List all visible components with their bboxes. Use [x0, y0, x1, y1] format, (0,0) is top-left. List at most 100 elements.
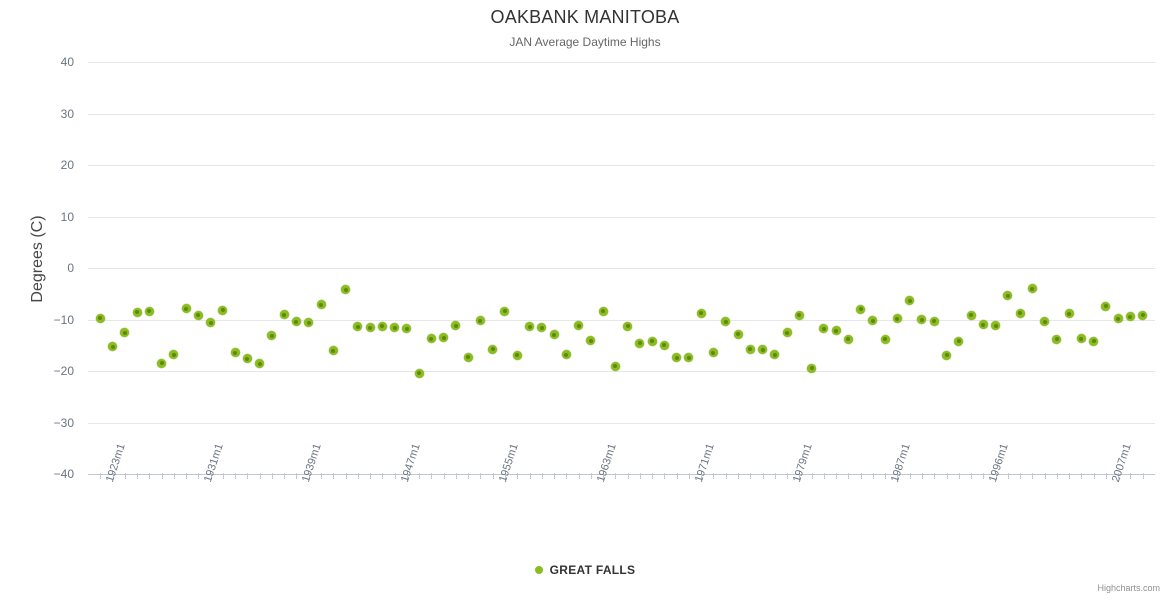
x-axis-tick — [125, 473, 126, 479]
scatter-point[interactable] — [782, 328, 792, 338]
scatter-point[interactable] — [868, 316, 878, 326]
scatter-point[interactable] — [856, 304, 866, 314]
scatter-point[interactable] — [279, 310, 289, 320]
x-axis-tick — [198, 473, 199, 479]
scatter-point[interactable] — [794, 310, 804, 320]
scatter-point[interactable] — [978, 320, 988, 330]
scatter-point[interactable] — [426, 334, 436, 344]
scatter-point[interactable] — [120, 328, 130, 338]
scatter-point[interactable] — [586, 336, 596, 346]
scatter-point[interactable] — [328, 346, 338, 356]
scatter-point[interactable] — [316, 300, 326, 310]
scatter-point[interactable] — [439, 333, 449, 343]
scatter-point[interactable] — [1003, 291, 1013, 301]
scatter-point[interactable] — [132, 307, 142, 317]
scatter-point[interactable] — [954, 336, 964, 346]
scatter-point[interactable] — [206, 318, 216, 328]
scatter-point[interactable] — [291, 317, 301, 327]
scatter-point[interactable] — [549, 330, 559, 340]
scatter-point[interactable] — [537, 323, 547, 333]
x-axis-tick — [1094, 473, 1095, 479]
scatter-point[interactable] — [218, 305, 228, 315]
scatter-point[interactable] — [721, 317, 731, 327]
scatter-point[interactable] — [623, 321, 633, 331]
scatter-point[interactable] — [708, 348, 718, 358]
scatter-point[interactable] — [880, 334, 890, 344]
scatter-point[interactable] — [966, 310, 976, 320]
scatter-point[interactable] — [758, 345, 768, 355]
x-axis-tick — [689, 473, 690, 479]
scatter-point[interactable] — [819, 324, 829, 334]
scatter-point[interactable] — [770, 350, 780, 360]
scatter-point[interactable] — [659, 340, 669, 350]
x-axis-tick — [505, 473, 506, 479]
scatter-point[interactable] — [475, 316, 485, 326]
scatter-point[interactable] — [684, 353, 694, 363]
scatter-point[interactable] — [1113, 314, 1123, 324]
scatter-point[interactable] — [917, 315, 927, 324]
scatter-point[interactable] — [353, 322, 363, 332]
scatter-point[interactable] — [561, 350, 571, 360]
scatter-point[interactable] — [672, 353, 682, 363]
scatter-point[interactable] — [1076, 334, 1086, 344]
scatter-point[interactable] — [892, 314, 902, 324]
scatter-point[interactable] — [733, 329, 743, 339]
scatter-point[interactable] — [1027, 284, 1037, 294]
scatter-point[interactable] — [1089, 336, 1099, 346]
scatter-point[interactable] — [1040, 317, 1050, 327]
scatter-point[interactable] — [365, 323, 375, 333]
scatter-point[interactable] — [144, 306, 154, 316]
scatter-point[interactable] — [390, 323, 400, 333]
scatter-point[interactable] — [463, 352, 473, 362]
scatter-point[interactable] — [181, 304, 191, 314]
scatter-point[interactable] — [1052, 334, 1062, 344]
scatter-point[interactable] — [402, 324, 412, 334]
x-axis-tick — [664, 473, 665, 479]
scatter-point[interactable] — [647, 336, 657, 346]
x-axis-tick — [346, 473, 347, 479]
x-axis-tick — [640, 473, 641, 479]
scatter-point[interactable] — [1138, 310, 1148, 320]
scatter-point[interactable] — [193, 310, 203, 320]
scatter-point[interactable] — [598, 306, 608, 316]
scatter-point[interactable] — [488, 344, 498, 354]
scatter-point[interactable] — [108, 342, 118, 352]
scatter-point[interactable] — [500, 306, 510, 316]
scatter-point[interactable] — [745, 344, 755, 354]
scatter-point[interactable] — [157, 358, 167, 368]
scatter-point[interactable] — [831, 326, 841, 336]
scatter-point[interactable] — [451, 321, 461, 331]
scatter-point[interactable] — [95, 313, 105, 323]
scatter-point[interactable] — [414, 368, 424, 378]
x-axis-tick — [726, 473, 727, 479]
scatter-point[interactable] — [242, 354, 252, 364]
scatter-point[interactable] — [304, 318, 314, 328]
scatter-point[interactable] — [255, 359, 265, 369]
scatter-point[interactable] — [169, 350, 179, 360]
scatter-point[interactable] — [341, 285, 351, 295]
scatter-point[interactable] — [696, 308, 706, 318]
legend-item-great-falls[interactable]: GREAT FALLS — [534, 563, 636, 577]
scatter-point[interactable] — [635, 338, 645, 348]
scatter-point[interactable] — [267, 331, 277, 341]
scatter-point[interactable] — [905, 296, 915, 306]
scatter-point[interactable] — [512, 350, 522, 360]
scatter-point[interactable] — [610, 361, 620, 371]
scatter-point[interactable] — [377, 321, 387, 331]
scatter-point[interactable] — [574, 321, 584, 331]
scatter-point[interactable] — [807, 363, 817, 373]
scatter-point[interactable] — [991, 321, 1001, 331]
scatter-point[interactable] — [843, 334, 853, 344]
scatter-point[interactable] — [942, 350, 951, 360]
scatter-point[interactable] — [1125, 312, 1135, 322]
scatter-point[interactable] — [929, 316, 939, 326]
scatter-point[interactable] — [1015, 308, 1025, 318]
scatter-point[interactable] — [230, 348, 240, 358]
x-axis-tick — [628, 473, 629, 479]
x-axis-tick — [284, 473, 285, 479]
x-axis-tick — [1130, 473, 1131, 479]
x-axis-tick — [1020, 473, 1021, 479]
scatter-point[interactable] — [525, 322, 535, 332]
scatter-point[interactable] — [1064, 309, 1074, 319]
scatter-point[interactable] — [1101, 301, 1111, 311]
